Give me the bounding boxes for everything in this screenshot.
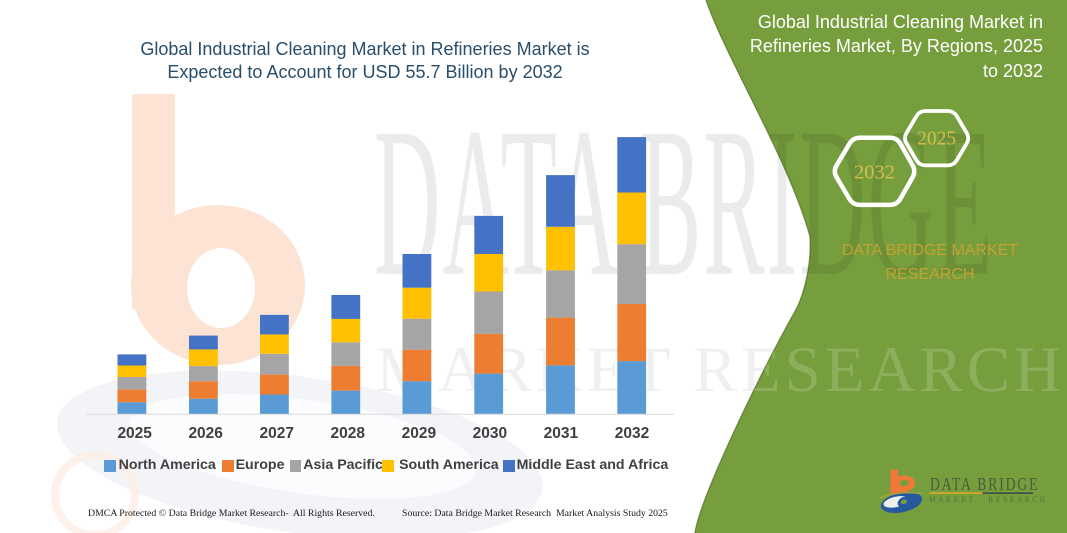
svg-text:DATA BRIDGE: DATA BRIDGE <box>930 475 1039 494</box>
svg-text:MARKET RESEARCH: MARKET RESEARCH <box>929 495 1048 505</box>
svg-text:2025: 2025 <box>917 129 956 150</box>
svg-text:2032: 2032 <box>854 162 895 184</box>
